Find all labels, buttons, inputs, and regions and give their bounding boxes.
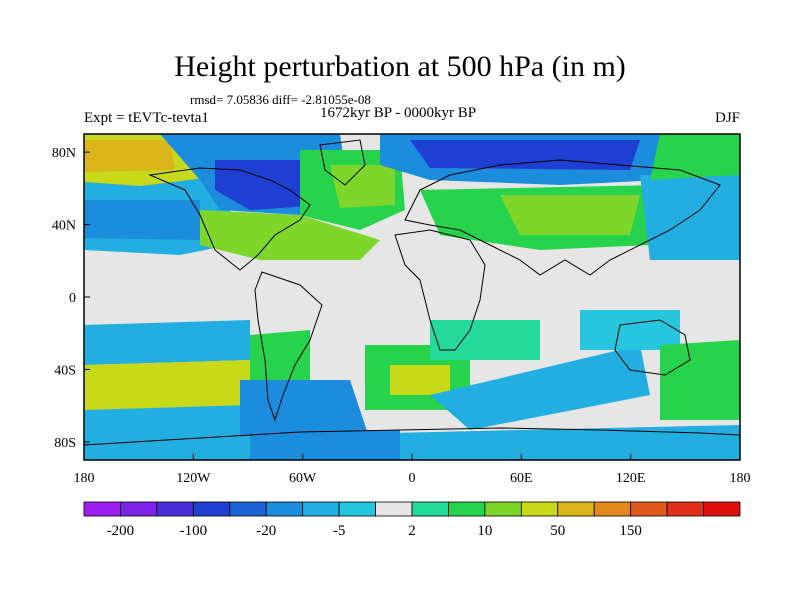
x-tick-label: 120E bbox=[616, 471, 646, 486]
coast-africa bbox=[394, 229, 486, 351]
field-region-greenland-core bbox=[330, 165, 395, 208]
colorbar-swatch bbox=[484, 501, 522, 517]
coast-greenland bbox=[319, 139, 366, 186]
colorbar-swatch bbox=[229, 501, 267, 517]
field-region-s-america-ridge bbox=[250, 330, 310, 385]
y-axis: 80N 40N 0 40S 80S bbox=[52, 146, 90, 451]
height-field bbox=[84, 134, 740, 460]
x-tick-label: 60W bbox=[289, 471, 317, 486]
field-region-north-pacific-inner bbox=[84, 200, 200, 240]
colorbar-swatch bbox=[156, 501, 194, 517]
field-region-arctic-core bbox=[215, 160, 325, 210]
field-region-s-ocean-ridge bbox=[660, 340, 740, 420]
colorbar-swatch bbox=[630, 501, 668, 517]
coast-australia bbox=[614, 319, 691, 376]
colorbar: -200 -100 -20 -5 2 10 50 150 bbox=[83, 501, 741, 539]
stats-text: rmsd= 7.05836 diff= -2.81055e-08 bbox=[190, 92, 371, 107]
colorbar-swatch bbox=[192, 501, 231, 517]
colorbar-swatch bbox=[593, 501, 632, 517]
colorbar-label: -200 bbox=[107, 523, 135, 539]
x-tick-label: 180 bbox=[74, 471, 95, 486]
field-region-far-east-low bbox=[640, 175, 740, 260]
field-region-s-atlantic-core bbox=[390, 365, 450, 395]
coast-antarctica bbox=[84, 427, 740, 446]
y-tick-label: 40N bbox=[52, 219, 76, 234]
colorbar-swatch bbox=[520, 501, 559, 517]
field-region-na-trough bbox=[200, 210, 380, 260]
colorbar-swatch bbox=[120, 501, 158, 517]
field-region-siberia-core bbox=[410, 140, 640, 170]
y-tick-label: 0 bbox=[69, 291, 76, 306]
x-tick-label: 120W bbox=[176, 471, 211, 486]
colorbar-swatch bbox=[265, 501, 304, 517]
field-region-antarctic-core bbox=[250, 430, 400, 460]
colorbar-swatch bbox=[411, 501, 449, 517]
colorbar-label: -100 bbox=[180, 523, 208, 539]
colorbar-label: 50 bbox=[550, 523, 565, 539]
field-region-s-pacific-ridge bbox=[84, 360, 250, 415]
colorbar-swatch bbox=[703, 501, 741, 517]
colorbar-swatch bbox=[557, 501, 595, 517]
colorbar-label: 2 bbox=[408, 523, 416, 539]
colorbar-swatch bbox=[375, 501, 413, 517]
colorbar-label: 150 bbox=[619, 523, 642, 539]
experiment-label: Expt = tEVTc-tevta1 bbox=[84, 110, 209, 126]
colorbar-swatch bbox=[666, 501, 704, 517]
field-region-s-pacific-low bbox=[84, 405, 250, 440]
colorbar-swatch bbox=[338, 501, 376, 517]
field-region-s-atlantic-low bbox=[240, 380, 370, 440]
period-label: 1672kyr BP - 0000kyr BP bbox=[320, 105, 477, 121]
field-region-indian-ridge bbox=[430, 320, 540, 360]
y-tick-label: 80S bbox=[54, 436, 76, 451]
coast-south-america bbox=[254, 271, 323, 422]
field-region-s-pacific-west bbox=[84, 320, 250, 365]
x-axis: 180 120W 60W 0 60E 120E 180 bbox=[74, 454, 751, 486]
coastlines bbox=[84, 139, 740, 446]
season-label: DJF bbox=[714, 110, 740, 126]
x-tick-label: 60E bbox=[510, 471, 533, 486]
colorbar-swatch bbox=[448, 501, 486, 517]
field-region-ne-pacific-ridge bbox=[650, 134, 740, 180]
field-region-aleutian-core bbox=[84, 140, 175, 172]
x-tick-label: 0 bbox=[409, 471, 416, 486]
coast-eurasia bbox=[404, 159, 721, 276]
field-region-aus-ridge bbox=[580, 310, 680, 350]
chart-title: Height perturbation at 500 hPa (in m) bbox=[174, 50, 626, 83]
colorbar-label: -5 bbox=[333, 523, 346, 539]
field-region-eurasian-core bbox=[500, 195, 640, 235]
colorbar-swatch bbox=[83, 501, 121, 517]
field-region-antarctic-low bbox=[84, 425, 740, 460]
coast-north-america bbox=[148, 167, 311, 271]
colorbar-swatch bbox=[302, 501, 340, 517]
field-region-s-indian-low bbox=[430, 345, 650, 430]
colorbar-label: -20 bbox=[256, 523, 276, 539]
x-tick-label: 180 bbox=[730, 471, 751, 486]
colorbar-label: 10 bbox=[477, 523, 492, 539]
y-tick-label: 40S bbox=[54, 363, 76, 378]
y-tick-label: 80N bbox=[52, 146, 76, 161]
